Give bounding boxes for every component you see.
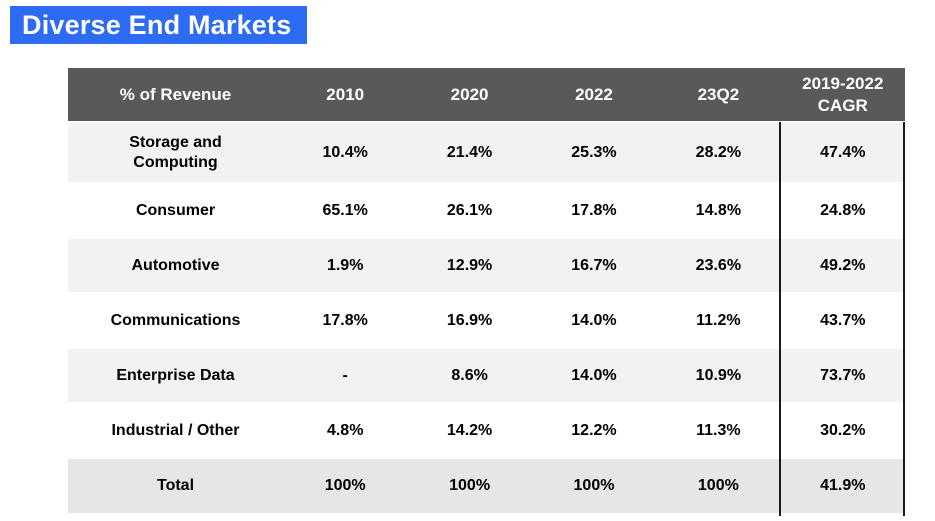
table-row: Total 100% 100% 100% 100% 41.9% bbox=[68, 457, 905, 513]
row-label-text: Industrial / Other bbox=[111, 421, 240, 439]
end-markets-table: % of Revenue 2010 2020 2022 23Q2 2019-20… bbox=[68, 68, 905, 513]
value-cell-2020: 100% bbox=[407, 457, 532, 513]
row-label-text: Storage and Computing bbox=[129, 133, 222, 171]
col-header-2020: 2020 bbox=[407, 68, 532, 122]
col-header-23q2: 23Q2 bbox=[656, 68, 781, 122]
value-cell-2022: 25.3% bbox=[531, 121, 657, 183]
table-row: Automotive 1.9% 12.9% 16.7% 23.6% 49.2% bbox=[68, 237, 905, 293]
value-cell-2022: 14.0% bbox=[531, 292, 657, 348]
value-cell-cagr: 47.4% bbox=[780, 121, 905, 183]
col-header-revenue: % of Revenue bbox=[68, 68, 283, 122]
table-row: Communications 17.8% 16.9% 14.0% 11.2% 4… bbox=[68, 292, 905, 348]
row-label-cell: Storage and Computing bbox=[68, 121, 283, 183]
value-cell-2010: 100% bbox=[283, 457, 408, 513]
value-cell-23q2: 23.6% bbox=[656, 237, 781, 293]
value-cell-cagr: 41.9% bbox=[780, 457, 905, 513]
value-cell-23q2: 11.3% bbox=[656, 402, 781, 458]
value-cell-23q2: 28.2% bbox=[656, 121, 781, 183]
value-cell-cagr: 24.8% bbox=[780, 182, 905, 238]
value-cell-2020: 8.6% bbox=[407, 347, 532, 403]
slide-title: Diverse End Markets bbox=[10, 6, 308, 44]
value-cell-2020: 12.9% bbox=[407, 237, 532, 293]
col-header-2022: 2022 bbox=[531, 68, 657, 122]
value-cell-2022: 14.0% bbox=[531, 347, 657, 403]
value-cell-2010: 4.8% bbox=[283, 402, 408, 458]
table-row: Storage and Computing 10.4% 21.4% 25.3% … bbox=[68, 121, 905, 183]
row-label-cell: Industrial / Other bbox=[68, 402, 283, 458]
row-label-text: Communications bbox=[110, 311, 241, 329]
table-row: Enterprise Data - 8.6% 14.0% 10.9% 73.7% bbox=[68, 347, 905, 403]
value-cell-cagr: 43.7% bbox=[780, 292, 905, 348]
table-body: Storage and Computing 10.4% 21.4% 25.3% … bbox=[68, 121, 905, 513]
value-cell-2020: 14.2% bbox=[407, 402, 532, 458]
value-cell-2010: 65.1% bbox=[283, 182, 408, 238]
value-cell-2010: 17.8% bbox=[283, 292, 408, 348]
value-cell-23q2: 10.9% bbox=[656, 347, 781, 403]
table-row: Consumer 65.1% 26.1% 17.8% 14.8% 24.8% bbox=[68, 182, 905, 238]
value-cell-2020: 26.1% bbox=[407, 182, 532, 238]
value-cell-2010: - bbox=[283, 347, 408, 403]
value-cell-cagr: 49.2% bbox=[780, 237, 905, 293]
value-cell-2020: 21.4% bbox=[407, 121, 532, 183]
value-cell-2020: 16.9% bbox=[407, 292, 532, 348]
value-cell-2010: 10.4% bbox=[283, 121, 408, 183]
row-label-cell: Enterprise Data bbox=[68, 347, 283, 403]
row-label-cell: Automotive bbox=[68, 237, 283, 293]
row-label-cell: Total bbox=[68, 457, 283, 513]
value-cell-2022: 17.8% bbox=[531, 182, 657, 238]
table-row: Industrial / Other 4.8% 14.2% 12.2% 11.3… bbox=[68, 402, 905, 458]
value-cell-cagr: 73.7% bbox=[780, 347, 905, 403]
row-label-cell: Communications bbox=[68, 292, 283, 348]
value-cell-2010: 1.9% bbox=[283, 237, 408, 293]
value-cell-cagr: 30.2% bbox=[780, 402, 905, 458]
value-cell-2022: 16.7% bbox=[531, 237, 657, 293]
row-label-text: Consumer bbox=[135, 201, 216, 219]
row-label-text: Automotive bbox=[131, 256, 220, 274]
header-row: % of Revenue 2010 2020 2022 23Q2 2019-20… bbox=[68, 68, 905, 122]
value-cell-23q2: 11.2% bbox=[656, 292, 781, 348]
col-header-cagr: 2019-2022 CAGR bbox=[780, 68, 905, 122]
value-cell-2022: 100% bbox=[531, 457, 657, 513]
row-label-cell: Consumer bbox=[68, 182, 283, 238]
row-label-text: Total bbox=[156, 477, 195, 494]
col-header-2010: 2010 bbox=[283, 68, 408, 122]
value-cell-23q2: 14.8% bbox=[656, 182, 781, 238]
value-cell-23q2: 100% bbox=[656, 457, 781, 513]
row-label-text: Enterprise Data bbox=[116, 366, 235, 384]
value-cell-2022: 12.2% bbox=[531, 402, 657, 458]
